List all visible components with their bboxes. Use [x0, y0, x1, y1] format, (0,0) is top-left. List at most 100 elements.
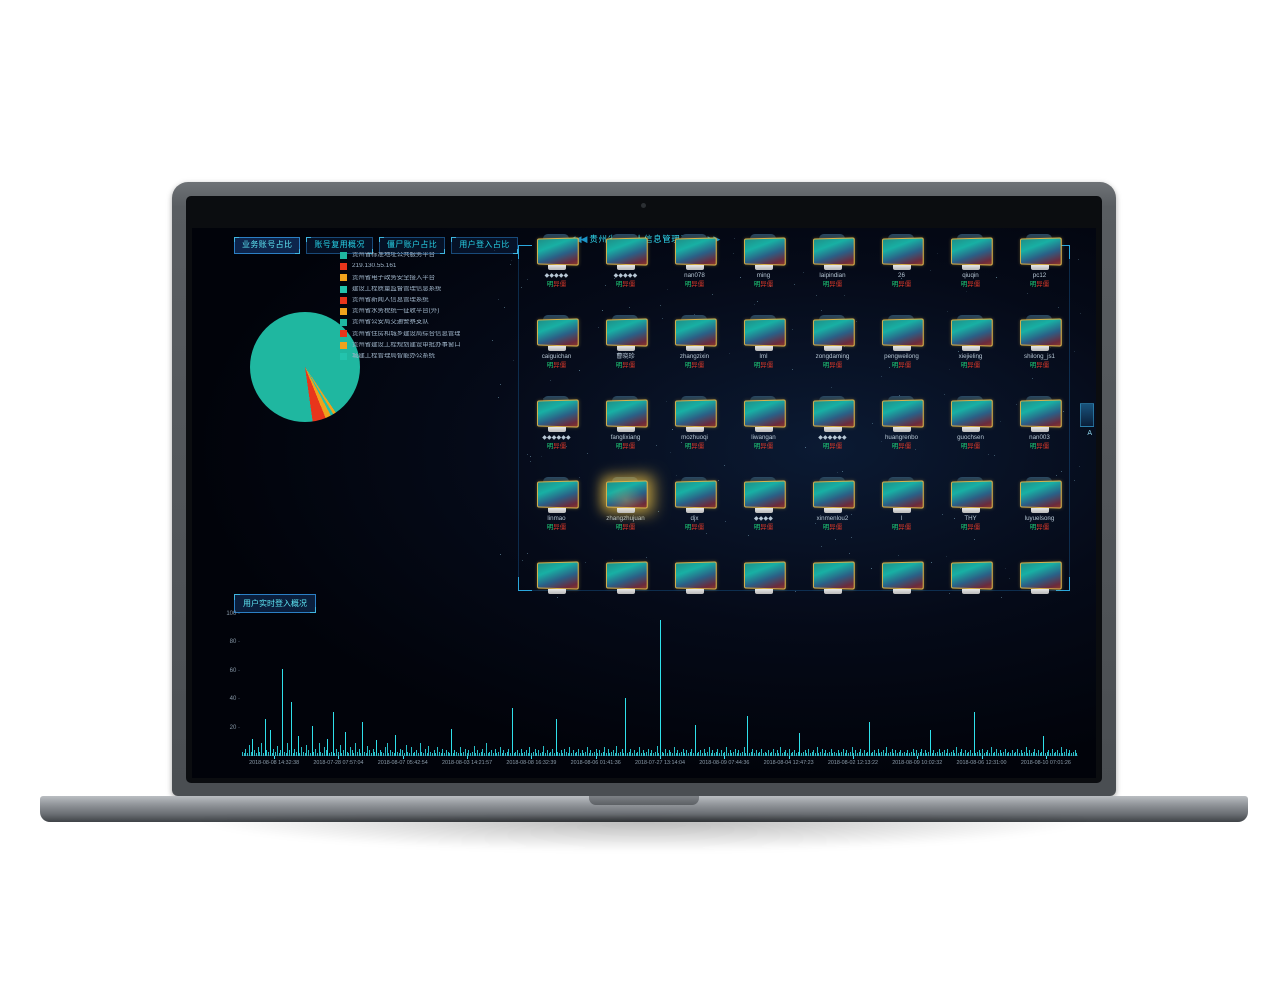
monitor-cell[interactable] — [867, 561, 936, 643]
chart-bar — [339, 744, 341, 756]
chart-bar — [538, 750, 540, 756]
monitor-status: 明异僵 — [891, 361, 912, 369]
monitor-cell[interactable]: l 明异僵 — [867, 480, 936, 562]
chart-bar — [963, 753, 965, 756]
tab-1[interactable]: 账号复用概况 — [306, 237, 374, 254]
chart-bar — [440, 753, 442, 756]
monitor-cell[interactable]: ◆◆◆◆ 明异僵 — [729, 480, 798, 562]
monitor-stand — [616, 427, 635, 432]
chart-bar — [510, 753, 512, 756]
chart-bar — [625, 697, 627, 756]
legend-item[interactable]: 贵州省住房和城乡建设局综合信息管理系统 — [340, 330, 460, 338]
monitor-cell[interactable]: linmao 明异僵 — [522, 480, 591, 562]
monitor-name: zhangzhujuan — [606, 515, 645, 522]
monitor-icon — [605, 318, 648, 351]
chart-bar — [532, 751, 534, 756]
monitor-screen — [1019, 480, 1062, 509]
monitor-stand — [754, 346, 773, 351]
chart-bar — [816, 747, 818, 756]
chart-bar — [395, 734, 397, 756]
monitor-cell[interactable]: qiuqin 明异僵 — [936, 237, 1005, 319]
monitor-cell[interactable] — [591, 561, 660, 643]
legend-item[interactable]: 城建工程管理局智能办公系统 — [340, 352, 460, 360]
side-widget-chip[interactable] — [1080, 403, 1094, 427]
legend-item[interactable]: 贵州省电子政务安全接入平台 — [340, 274, 460, 282]
y-axis-tick: 100 — [226, 611, 240, 617]
chart-bar — [1076, 753, 1078, 756]
monitor-cell[interactable]: zhangzixin 明异僵 — [660, 318, 729, 400]
monitor-cell[interactable]: nan078 明异僵 — [660, 237, 729, 319]
monitor-cell[interactable]: djx 明异僵 — [660, 480, 729, 562]
chart-bar — [365, 753, 367, 756]
monitor-cell[interactable]: THY 明异僵 — [936, 480, 1005, 562]
monitor-cell[interactable]: ◆◆◆◆◆ 明异僵 — [591, 237, 660, 319]
monitor-cell[interactable]: ◆◆◆◆◆◆ 明异僵 — [522, 399, 591, 481]
chart-bar — [1039, 753, 1041, 756]
monitor-screen — [743, 399, 786, 428]
monitor-cell[interactable]: 曹晓珍 明异僵 — [591, 318, 660, 400]
monitor-cell[interactable]: xiejieling 明异僵 — [936, 318, 1005, 400]
x-axis-tick — [724, 756, 726, 759]
x-axis-label: 2018-08-08 14:32:38 — [249, 760, 300, 766]
monitor-cell[interactable]: shilong_js1 明异僵 — [1005, 318, 1074, 400]
monitor-cell[interactable]: pengweilong 明异僵 — [867, 318, 936, 400]
chart-bar — [712, 750, 714, 756]
legend-swatch-icon — [340, 341, 347, 349]
chart-bar — [417, 753, 419, 756]
monitor-cell[interactable]: 26 明异僵 — [867, 237, 936, 319]
monitor-cell[interactable]: ming 明异僵 — [729, 237, 798, 319]
monitor-cell[interactable]: pc12 明异僵 — [1005, 237, 1074, 319]
monitor-cell[interactable]: nan003 明异僵 — [1005, 399, 1074, 481]
monitor-cell[interactable] — [936, 561, 1005, 643]
monitor-cell[interactable]: lml 明异僵 — [729, 318, 798, 400]
monitor-cell[interactable]: liwangan 明异僵 — [729, 399, 798, 481]
legend-item[interactable]: 219.130.55.161 — [340, 263, 460, 271]
monitor-name: l — [900, 515, 903, 522]
monitor-cell[interactable]: mozhuoqi 明异僵 — [660, 399, 729, 481]
chart-bar — [452, 753, 454, 756]
chart-baseline — [242, 755, 1078, 756]
monitor-cell[interactable]: ◆◆◆◆◆◆ 明异僵 — [798, 399, 867, 481]
monitor-cell[interactable] — [1005, 561, 1074, 643]
chart-bar — [867, 751, 869, 756]
monitor-cell[interactable]: zongdaming 明异僵 — [798, 318, 867, 400]
monitor-cell[interactable]: caiguichan 明异僵 — [522, 318, 591, 400]
monitor-cell[interactable] — [660, 561, 729, 643]
grid-frame — [518, 245, 1070, 591]
chart-bar — [257, 747, 259, 756]
chart-bar — [994, 751, 996, 756]
chart-bar — [646, 751, 648, 756]
monitor-stand — [1030, 346, 1049, 351]
tab-0[interactable]: 业务账号占比 — [234, 237, 301, 254]
chart-bar — [912, 748, 914, 756]
monitor-cell[interactable]: xinmenlou2 明异僵 — [798, 480, 867, 562]
monitor-cell[interactable]: huangrenbo 明异僵 — [867, 399, 936, 481]
monitor-cell[interactable]: fanglixiang 明异僵 — [591, 399, 660, 481]
monitor-cell[interactable]: luyuelsong 明异僵 — [1005, 480, 1074, 562]
monitor-cell[interactable]: guochsen 明异僵 — [936, 399, 1005, 481]
monitor-cell[interactable] — [522, 561, 591, 643]
tab-3[interactable]: 用户登入占比 — [451, 237, 519, 254]
monitor-stand — [961, 508, 980, 513]
monitor-cell[interactable] — [798, 561, 867, 643]
monitor-cell[interactable]: zhangzhujuan 明异僵 — [591, 479, 660, 562]
monitor-cell[interactable]: ◆◆◆◆◆ 明异僵 — [522, 237, 591, 319]
legend-item[interactable]: 贵州省新闻人信息管理系统 — [340, 296, 460, 304]
chart-bar — [865, 753, 867, 756]
monitor-cell[interactable] — [729, 561, 798, 643]
monitor-icon — [536, 561, 579, 594]
tab-2[interactable]: 僵尸账户占比 — [378, 237, 446, 254]
chart-bar — [581, 750, 583, 756]
chart-bar — [578, 748, 580, 756]
chart-bar — [571, 753, 573, 756]
legend-item[interactable]: 贵州省水务税统一征收平台(外) — [340, 307, 460, 315]
legend-item[interactable]: 贵州省公安局交通警察支队 — [340, 319, 460, 327]
chart-bar — [1034, 748, 1036, 756]
monitor-cell[interactable]: laipindian 明异僵 — [798, 237, 867, 319]
chart-bar — [468, 750, 470, 756]
legend-item[interactable]: 贵州省建设工程规划建设审批办事窗口信息管理系统 — [340, 341, 460, 349]
chart-bar — [975, 753, 977, 756]
chart-bar — [740, 753, 742, 756]
legend-item[interactable]: 贵州省标准地址公共服务平台 — [340, 252, 460, 259]
legend-item[interactable]: 建设工程质量监督管理信息系统 — [340, 285, 460, 293]
